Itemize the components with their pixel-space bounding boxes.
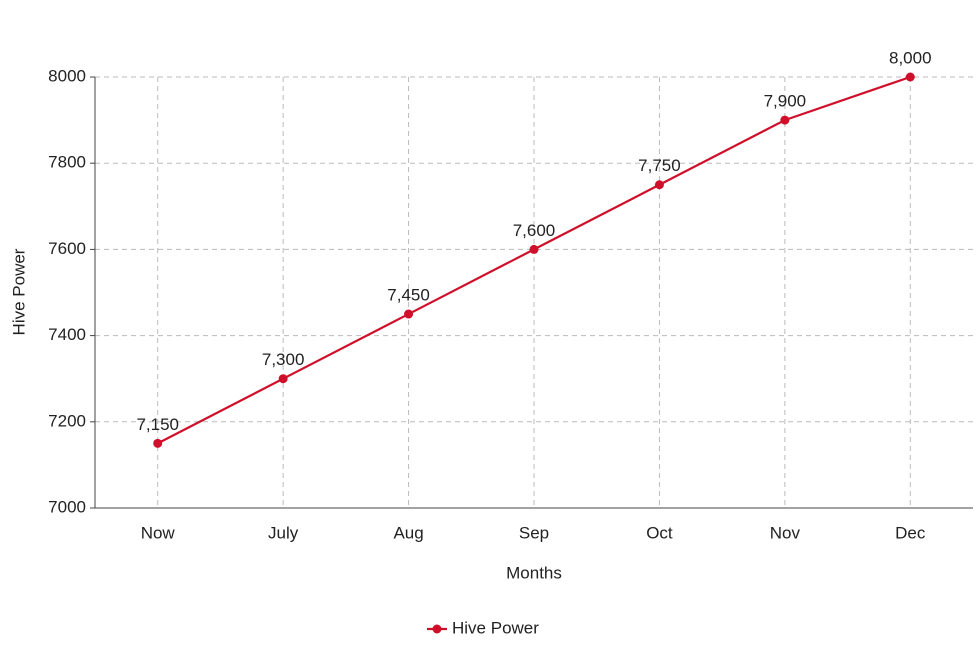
point: [153, 438, 163, 448]
y-tick-label: 7600: [48, 239, 86, 258]
x-tick-label: July: [268, 523, 299, 542]
legend-label: Hive Power: [452, 618, 539, 637]
x-tick-label: Now: [141, 523, 176, 542]
x-tick-label: Sep: [519, 523, 549, 542]
y-tick-label: 8000: [48, 66, 86, 85]
data-label: 7,750: [638, 156, 681, 175]
y-tick-label: 7400: [48, 325, 86, 344]
data-label: 7,300: [262, 350, 305, 369]
point: [278, 374, 288, 384]
point: [404, 309, 414, 319]
y-axis-label: Hive Power: [9, 248, 28, 335]
point: [529, 244, 539, 254]
x-tick-label: Oct: [646, 523, 673, 542]
point: [780, 115, 790, 125]
data-label: 7,450: [387, 286, 430, 305]
x-axis-label: Months: [506, 563, 562, 582]
data-label: 7,900: [764, 92, 807, 111]
point: [905, 72, 915, 82]
data-label: 8,000: [889, 48, 932, 67]
data-label: 7,150: [136, 415, 179, 434]
x-tick-label: Nov: [770, 523, 801, 542]
point: [654, 180, 664, 190]
y-tick-label: 7800: [48, 153, 86, 172]
y-tick-label: 7000: [48, 497, 86, 516]
x-tick-label: Dec: [895, 523, 926, 542]
y-tick-label: 7200: [48, 411, 86, 430]
data-label: 7,600: [513, 221, 556, 240]
x-tick-label: Aug: [393, 523, 423, 542]
legend-marker: [432, 624, 442, 634]
